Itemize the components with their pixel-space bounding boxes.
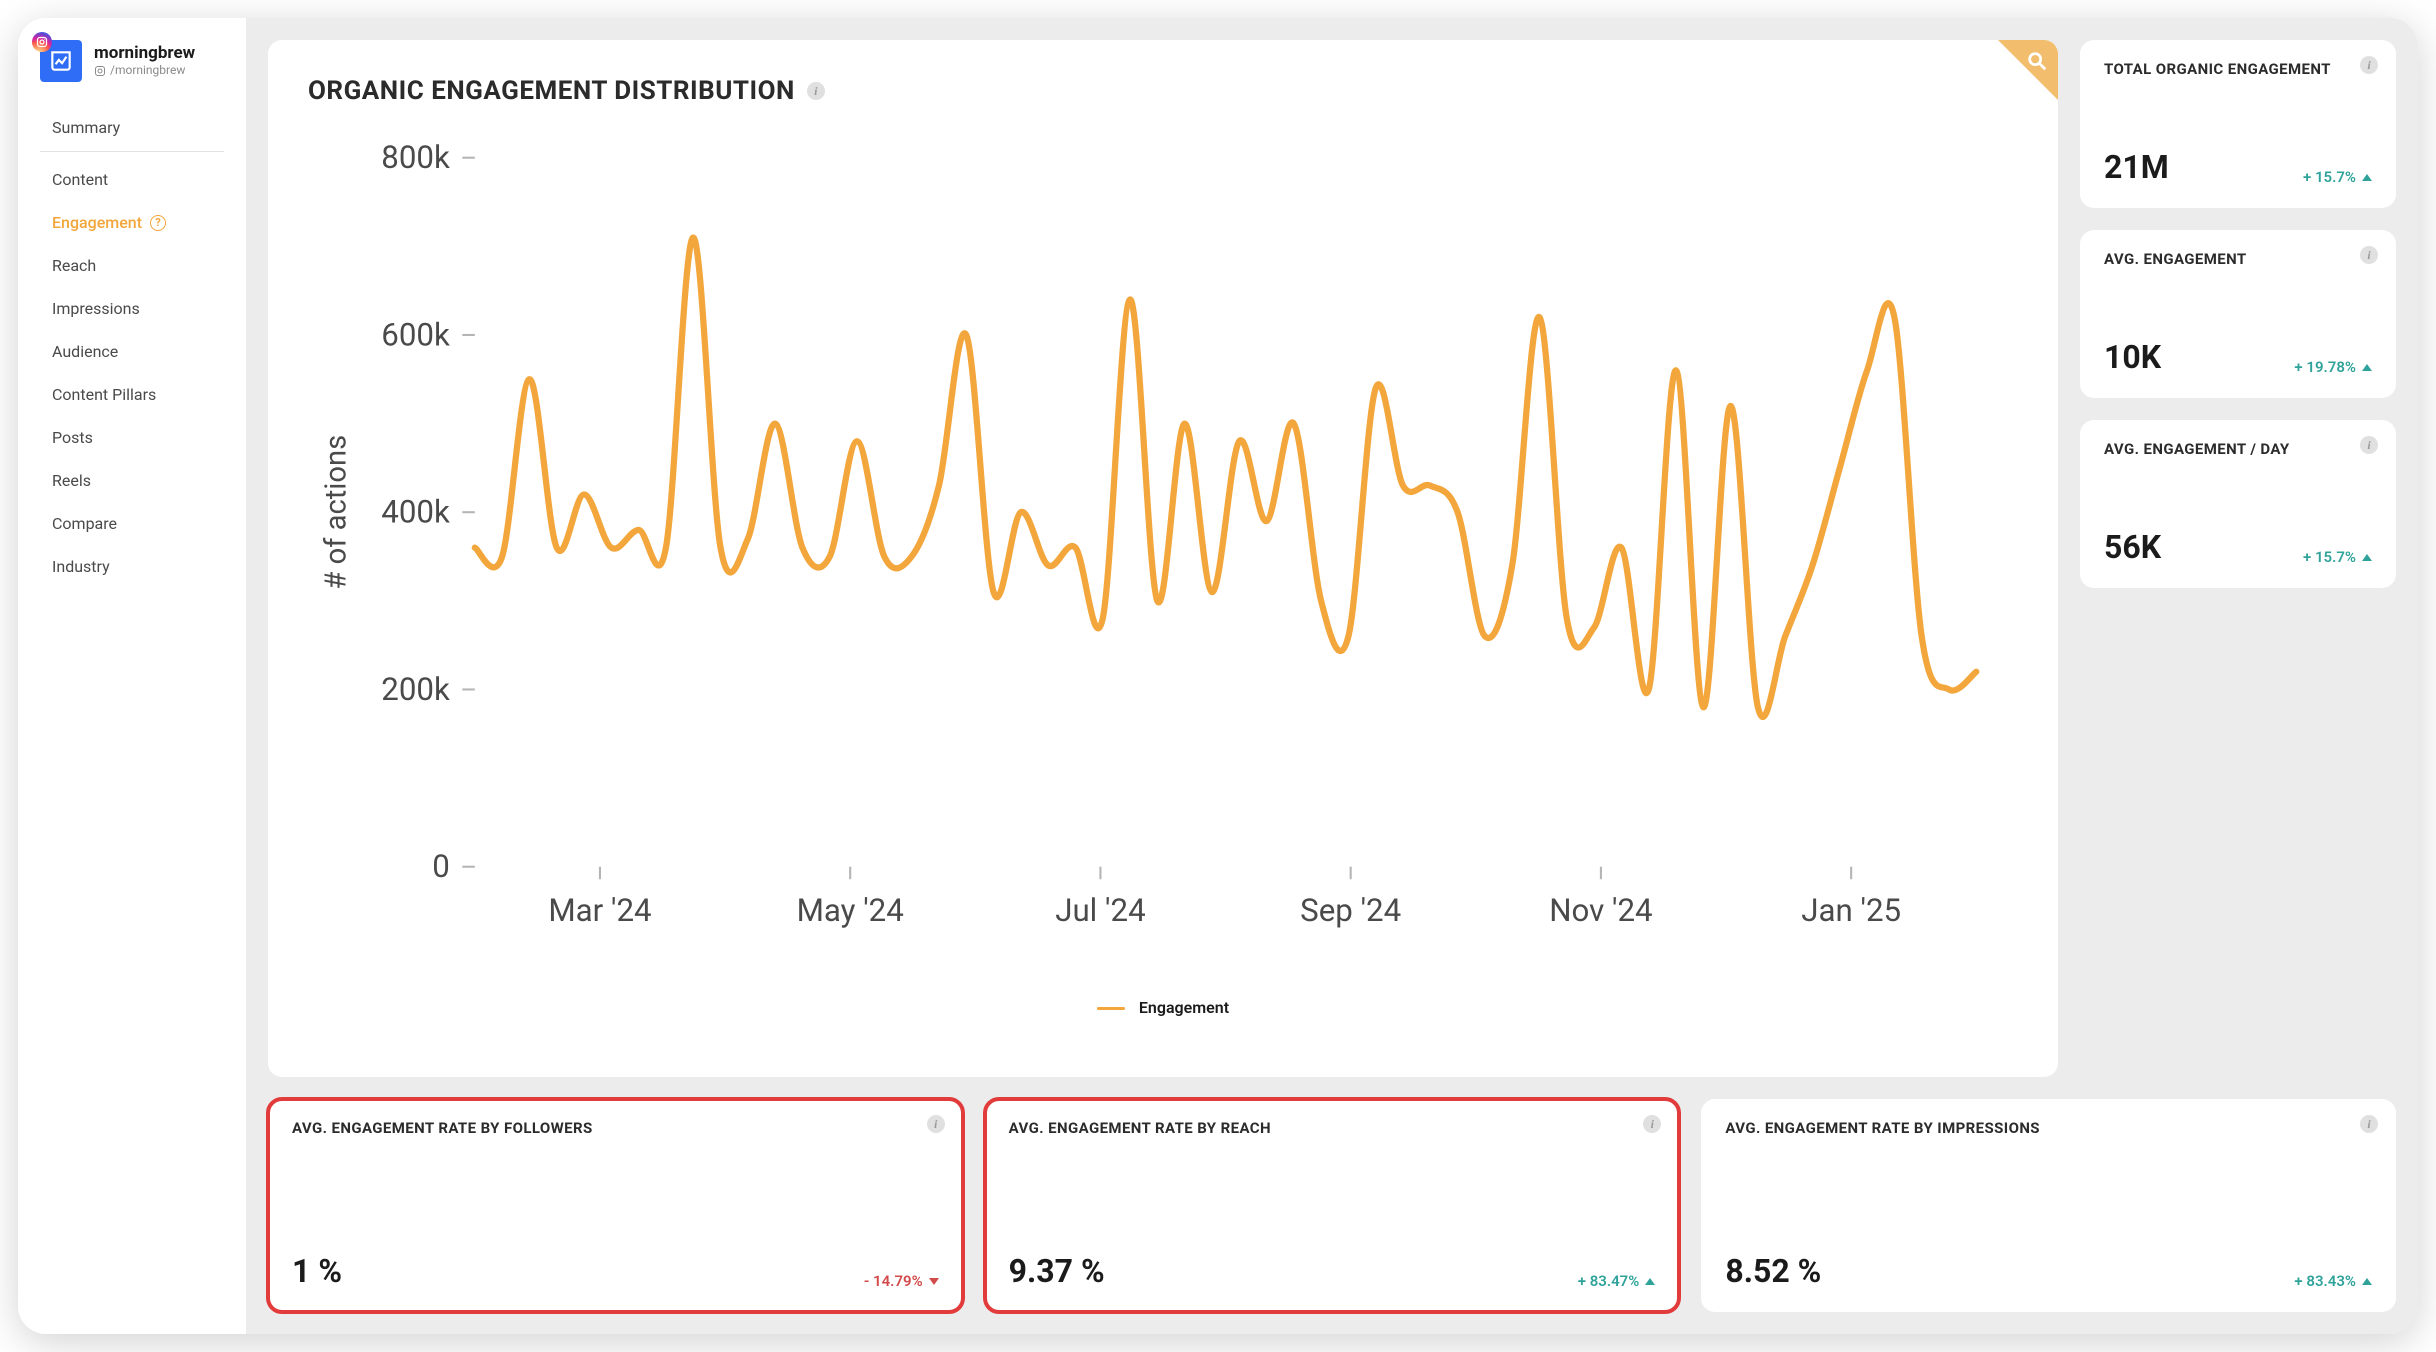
- kpi-delta: + 19.78%: [2294, 358, 2372, 376]
- instagram-badge-icon: [32, 32, 52, 52]
- kpi-value: 21M: [2104, 148, 2169, 186]
- sidebar-item-label: Summary: [52, 118, 120, 137]
- kpi-value: 56K: [2104, 528, 2161, 566]
- kpi-delta: - 14.79%: [864, 1272, 939, 1290]
- info-icon[interactable]: i: [1643, 1115, 1661, 1133]
- chart-legend: Engagement: [308, 998, 2018, 1017]
- arrow-up-icon: [2362, 174, 2372, 181]
- kpi-value: 10K: [2104, 338, 2161, 376]
- arrow-up-icon: [1645, 1278, 1655, 1285]
- instagram-icon: [94, 65, 106, 77]
- kpi-card: iAVG. ENGAGEMENT RATE BY REACH 9.37 % + 83…: [985, 1099, 1680, 1312]
- kpi-value-row: 9.37 % + 83.47%: [1009, 1252, 1656, 1290]
- sidebar-item-industry[interactable]: Industry: [18, 545, 246, 588]
- app-shell: morningbrew /morningbrew Summary Content E…: [18, 18, 2418, 1334]
- kpi-card: iAVG. ENGAGEMENT / DAY 56K + 15.7%: [2080, 420, 2396, 588]
- sidebar-item-label: Posts: [52, 428, 93, 447]
- sidebar-item-reach[interactable]: Reach: [18, 244, 246, 287]
- kpi-value-row: 1 % - 14.79%: [292, 1252, 939, 1290]
- engagement-distribution-card: ORGANIC ENGAGEMENT DISTRIBUTION i 0 200k 4…: [268, 40, 2058, 1077]
- arrow-down-icon: [929, 1278, 939, 1285]
- svg-text:800k: 800k: [381, 139, 450, 176]
- sidebar-item-summary[interactable]: Summary: [40, 106, 224, 152]
- kpi-title: AVG. ENGAGEMENT RATE BY FOLLOWERS: [292, 1119, 939, 1137]
- sidebar-item-reels[interactable]: Reels: [18, 459, 246, 502]
- info-icon[interactable]: i: [2360, 56, 2378, 74]
- sidebar-item-label: Impressions: [52, 299, 140, 318]
- svg-text:600k: 600k: [381, 316, 450, 353]
- info-icon[interactable]: i: [2360, 246, 2378, 264]
- zoom-icon[interactable]: [2026, 50, 2048, 76]
- svg-text:May '24: May '24: [797, 892, 904, 929]
- svg-text:200k: 200k: [381, 671, 450, 708]
- legend-label: Engagement: [1139, 998, 1229, 1017]
- sidebar-item-label: Reach: [52, 256, 96, 275]
- svg-text:0: 0: [432, 848, 450, 885]
- kpi-title: AVG. ENGAGEMENT RATE BY IMPRESSIONS: [1725, 1119, 2372, 1137]
- chart-title: ORGANIC ENGAGEMENT DISTRIBUTION: [308, 76, 795, 106]
- info-icon[interactable]: i: [2360, 436, 2378, 454]
- sidebar-nav: Summary Content Engagement? Reach Impression…: [18, 100, 246, 588]
- sidebar-item-audience[interactable]: Audience: [18, 330, 246, 373]
- kpi-delta: + 15.7%: [2303, 548, 2372, 566]
- help-icon[interactable]: ?: [150, 215, 166, 231]
- svg-text:Jan '25: Jan '25: [1801, 892, 1901, 929]
- main-panel: ORGANIC ENGAGEMENT DISTRIBUTION i 0 200k 4…: [246, 18, 2418, 1334]
- arrow-up-icon: [2362, 1278, 2372, 1285]
- kpi-value-row: 56K + 15.7%: [2104, 528, 2372, 566]
- account-handle: /morningbrew: [94, 64, 195, 78]
- sidebar-item-label: Reels: [52, 471, 91, 490]
- sidebar-item-label: Compare: [52, 514, 117, 533]
- sidebar-item-content[interactable]: Content: [18, 158, 246, 201]
- kpi-value-row: 8.52 % + 83.43%: [1725, 1252, 2372, 1290]
- sidebar-item-label: Engagement: [52, 213, 142, 232]
- info-icon[interactable]: i: [807, 82, 825, 100]
- account-names: morningbrew /morningbrew: [94, 44, 195, 77]
- kpi-value: 1 %: [292, 1252, 342, 1290]
- kpi-title: AVG. ENGAGEMENT / DAY: [2104, 440, 2372, 458]
- kpi-value: 9.37 %: [1009, 1252, 1105, 1290]
- kpi-delta: + 15.7%: [2303, 168, 2372, 186]
- kpi-title: TOTAL ORGANIC ENGAGEMENT: [2104, 60, 2372, 78]
- arrow-up-icon: [2362, 364, 2372, 371]
- kpi-delta: + 83.43%: [2294, 1272, 2372, 1290]
- kpi-title: AVG. ENGAGEMENT RATE BY REACH: [1009, 1119, 1656, 1137]
- sidebar-item-engagement[interactable]: Engagement?: [18, 201, 246, 244]
- legend-line-sample: [1097, 1007, 1125, 1010]
- kpi-card: iTOTAL ORGANIC ENGAGEMENT 21M + 15.7%: [2080, 40, 2396, 208]
- kpi-value-row: 21M + 15.7%: [2104, 148, 2372, 186]
- sidebar-item-label: Audience: [52, 342, 118, 361]
- sidebar-item-compare[interactable]: Compare: [18, 502, 246, 545]
- info-icon[interactable]: i: [2360, 1115, 2378, 1133]
- sidebar-item-label: Industry: [52, 557, 110, 576]
- svg-text:Sep '24: Sep '24: [1300, 892, 1401, 929]
- kpi-delta: + 83.47%: [1578, 1272, 1656, 1290]
- arrow-up-icon: [2362, 554, 2372, 561]
- info-icon[interactable]: i: [927, 1115, 945, 1133]
- account-logo: [40, 40, 82, 82]
- engagement-line-chart: 0 200k 400k 600k 800k # of actions Mar '24 May …: [308, 116, 2018, 992]
- kpi-row-bottom: iAVG. ENGAGEMENT RATE BY FOLLOWERS1 %- 1…: [268, 1099, 2396, 1312]
- sidebar-item-posts[interactable]: Posts: [18, 416, 246, 459]
- svg-text:Nov '24: Nov '24: [1549, 892, 1652, 929]
- sidebar-item-label: Content: [52, 170, 108, 189]
- kpi-card: iAVG. ENGAGEMENT 10K + 19.78%: [2080, 230, 2396, 398]
- kpi-column-right: iTOTAL ORGANIC ENGAGEMENT21M+ 15.7%iAVG.…: [2080, 40, 2396, 1077]
- kpi-card: iAVG. ENGAGEMENT RATE BY FOLLOWERS 1 % - 1…: [268, 1099, 963, 1312]
- kpi-value: 8.52 %: [1725, 1252, 1821, 1290]
- sidebar: morningbrew /morningbrew Summary Content E…: [18, 18, 246, 1334]
- kpi-title: AVG. ENGAGEMENT: [2104, 250, 2372, 268]
- sidebar-item-impressions[interactable]: Impressions: [18, 287, 246, 330]
- svg-text:400k: 400k: [381, 494, 450, 531]
- card-title-row: ORGANIC ENGAGEMENT DISTRIBUTION i: [308, 76, 2018, 106]
- svg-text:Jul '24: Jul '24: [1055, 892, 1145, 929]
- sidebar-item-label: Content Pillars: [52, 385, 156, 404]
- sidebar-item-content-pillars[interactable]: Content Pillars: [18, 373, 246, 416]
- kpi-card: iAVG. ENGAGEMENT RATE BY IMPRESSIONS 8.52…: [1701, 1099, 2396, 1312]
- svg-text:# of actions: # of actions: [320, 435, 354, 590]
- kpi-value-row: 10K + 19.78%: [2104, 338, 2372, 376]
- account-name: morningbrew: [94, 44, 195, 64]
- account-block[interactable]: morningbrew /morningbrew: [18, 40, 246, 100]
- svg-text:Mar '24: Mar '24: [548, 892, 651, 929]
